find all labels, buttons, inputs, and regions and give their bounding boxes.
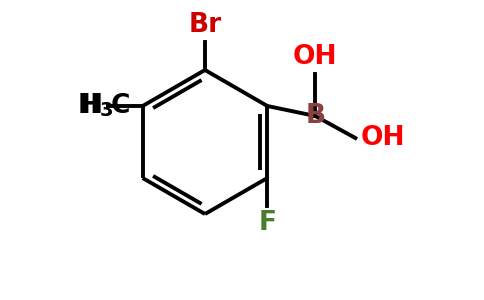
Text: H: H [77,93,100,119]
Text: OH: OH [361,125,405,151]
Text: OH: OH [293,44,338,70]
Text: 3: 3 [100,101,113,121]
Text: F: F [258,210,276,236]
Text: B: B [305,103,325,129]
Text: C: C [111,93,130,119]
Text: Br: Br [188,12,222,38]
Text: H: H [81,93,103,119]
